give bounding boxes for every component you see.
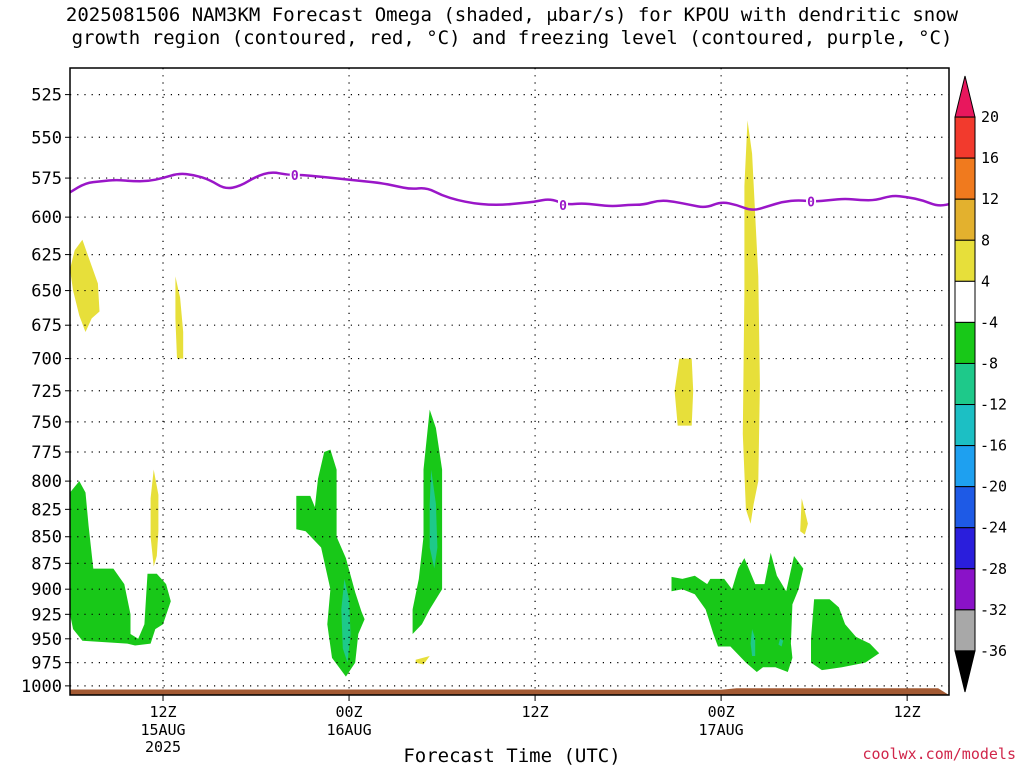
colorbar-swatch-10 <box>954 486 976 529</box>
y-tick-label-675: 675 <box>31 316 62 336</box>
x-tick-label-1: 00Z <box>336 703 363 721</box>
omega-region-2 <box>150 469 159 567</box>
plot-frame <box>69 67 950 696</box>
freezing-level-label-1: 0 <box>559 199 567 214</box>
y-tick-label-925: 925 <box>31 605 62 625</box>
freezing-level-contour: 0 0 0 <box>70 167 949 214</box>
terrain-band <box>70 688 949 695</box>
colorbar-swatch-5 <box>954 280 976 323</box>
omega-region-10 <box>671 552 804 672</box>
colorbar-arrow-bottom <box>954 650 976 693</box>
colorbar-swatch-12 <box>954 568 976 611</box>
x-axis-title: Forecast Time (UTC) <box>403 745 621 767</box>
y-axis: 525 550 575 600 625 650 675 700 725 750 775 800 825 8… <box>21 86 70 697</box>
y-tick-label-525: 525 <box>31 86 62 106</box>
x-tick-label-3: 00Z <box>708 703 735 721</box>
colorbar-label-6: -8 <box>980 354 998 372</box>
y-tick-label-900: 900 <box>31 580 62 600</box>
omega-region-9 <box>412 409 443 634</box>
terrain-fill <box>70 688 949 695</box>
omega-region-4 <box>742 120 760 524</box>
x-tick-label-2: 12Z <box>522 703 549 721</box>
colorbar-label-0: 20 <box>981 108 999 126</box>
y-tick-label-750: 750 <box>31 413 62 433</box>
colorbar-swatch-13 <box>954 609 976 652</box>
y-tick-label-700: 700 <box>31 350 62 370</box>
omega-region-13 <box>429 469 438 569</box>
freezing-level-line <box>70 171 949 211</box>
y-tick-label-775: 775 <box>31 443 62 463</box>
colorbar-label-4: 4 <box>981 272 990 290</box>
y-tick-label-725: 725 <box>31 382 62 402</box>
colorbar-label-12: -32 <box>980 601 1007 619</box>
y-tick-label-950: 950 <box>31 630 62 650</box>
x-tick-label-4: 12Z <box>894 703 921 721</box>
colorbar-swatch-4 <box>954 239 976 282</box>
y-tick-label-625: 625 <box>31 246 62 266</box>
omega-region-11 <box>811 599 880 671</box>
y-tick-label-600: 600 <box>31 208 62 228</box>
y-tick-label-1000: 1000 <box>21 677 62 697</box>
colorbar: 20 16 12 8 4 -4 -8 -12 -16 -20 -24 -28 -32 -36 <box>954 75 1007 693</box>
omega-region-1 <box>175 276 184 359</box>
credit-link[interactable]: coolwx.com/models <box>862 745 1016 763</box>
y-tick-label-850: 850 <box>31 528 62 548</box>
colorbar-label-2: 12 <box>981 190 999 208</box>
colorbar-swatch-9 <box>954 445 976 488</box>
omega-region-5 <box>800 498 808 535</box>
omega-region-15 <box>778 638 784 647</box>
y-tick-label-550: 550 <box>31 128 62 148</box>
x-tick-date-0: 15AUG <box>140 721 185 739</box>
colorbar-label-5: -4 <box>980 313 998 331</box>
x-tick-year-0: 2025 <box>145 738 181 756</box>
colorbar-label-8: -16 <box>980 437 1007 455</box>
colorbar-label-9: -20 <box>980 478 1007 496</box>
chart-title: 2025081506 NAM3KM Forecast Omega (shaded… <box>0 4 1024 50</box>
omega-region-8 <box>296 449 365 677</box>
x-tick-label-0: 12Z <box>149 703 176 721</box>
omega-region-3 <box>674 358 694 426</box>
omega-region-12 <box>341 578 351 663</box>
y-tick-label-575: 575 <box>31 169 62 189</box>
y-tick-label-975: 975 <box>31 654 62 674</box>
colorbar-label-13: -36 <box>980 642 1007 660</box>
freezing-level-label-2: 0 <box>807 196 815 211</box>
colorbar-swatch-8 <box>954 404 976 447</box>
chart-title-line1: 2025081506 NAM3KM Forecast Omega (shaded… <box>65 4 959 26</box>
colorbar-swatch-6 <box>954 321 976 364</box>
omega-region-6 <box>415 656 430 665</box>
colorbar-arrow-top <box>954 75 976 118</box>
y-tick-label-800: 800 <box>31 472 62 492</box>
x-tick-date-1: 16AUG <box>326 721 371 739</box>
chart-title-line2: growth region (contoured, red, °C) and f… <box>71 27 953 49</box>
freezing-level-label-0: 0 <box>291 169 299 184</box>
omega-region-0 <box>70 239 100 332</box>
y-tick-label-650: 650 <box>31 282 62 302</box>
y-tick-label-825: 825 <box>31 500 62 520</box>
colorbar-label-1: 16 <box>981 149 999 167</box>
omega-region-14 <box>750 629 756 656</box>
colorbar-label-11: -28 <box>980 560 1007 578</box>
colorbar-swatch-2 <box>954 157 976 200</box>
grid-lines <box>70 68 949 695</box>
colorbar-swatch-7 <box>954 362 976 406</box>
y-tick-label-875: 875 <box>31 554 62 574</box>
colorbar-label-3: 8 <box>981 231 990 249</box>
colorbar-swatch-3 <box>954 198 976 241</box>
colorbar-swatch-11 <box>954 527 976 570</box>
omega-shaded-regions <box>70 120 880 677</box>
x-tick-date-3: 17AUG <box>699 721 744 739</box>
colorbar-swatch-1 <box>954 116 976 159</box>
colorbar-label-10: -24 <box>980 519 1007 537</box>
omega-region-7 <box>70 481 171 646</box>
colorbar-label-7: -12 <box>980 396 1007 414</box>
